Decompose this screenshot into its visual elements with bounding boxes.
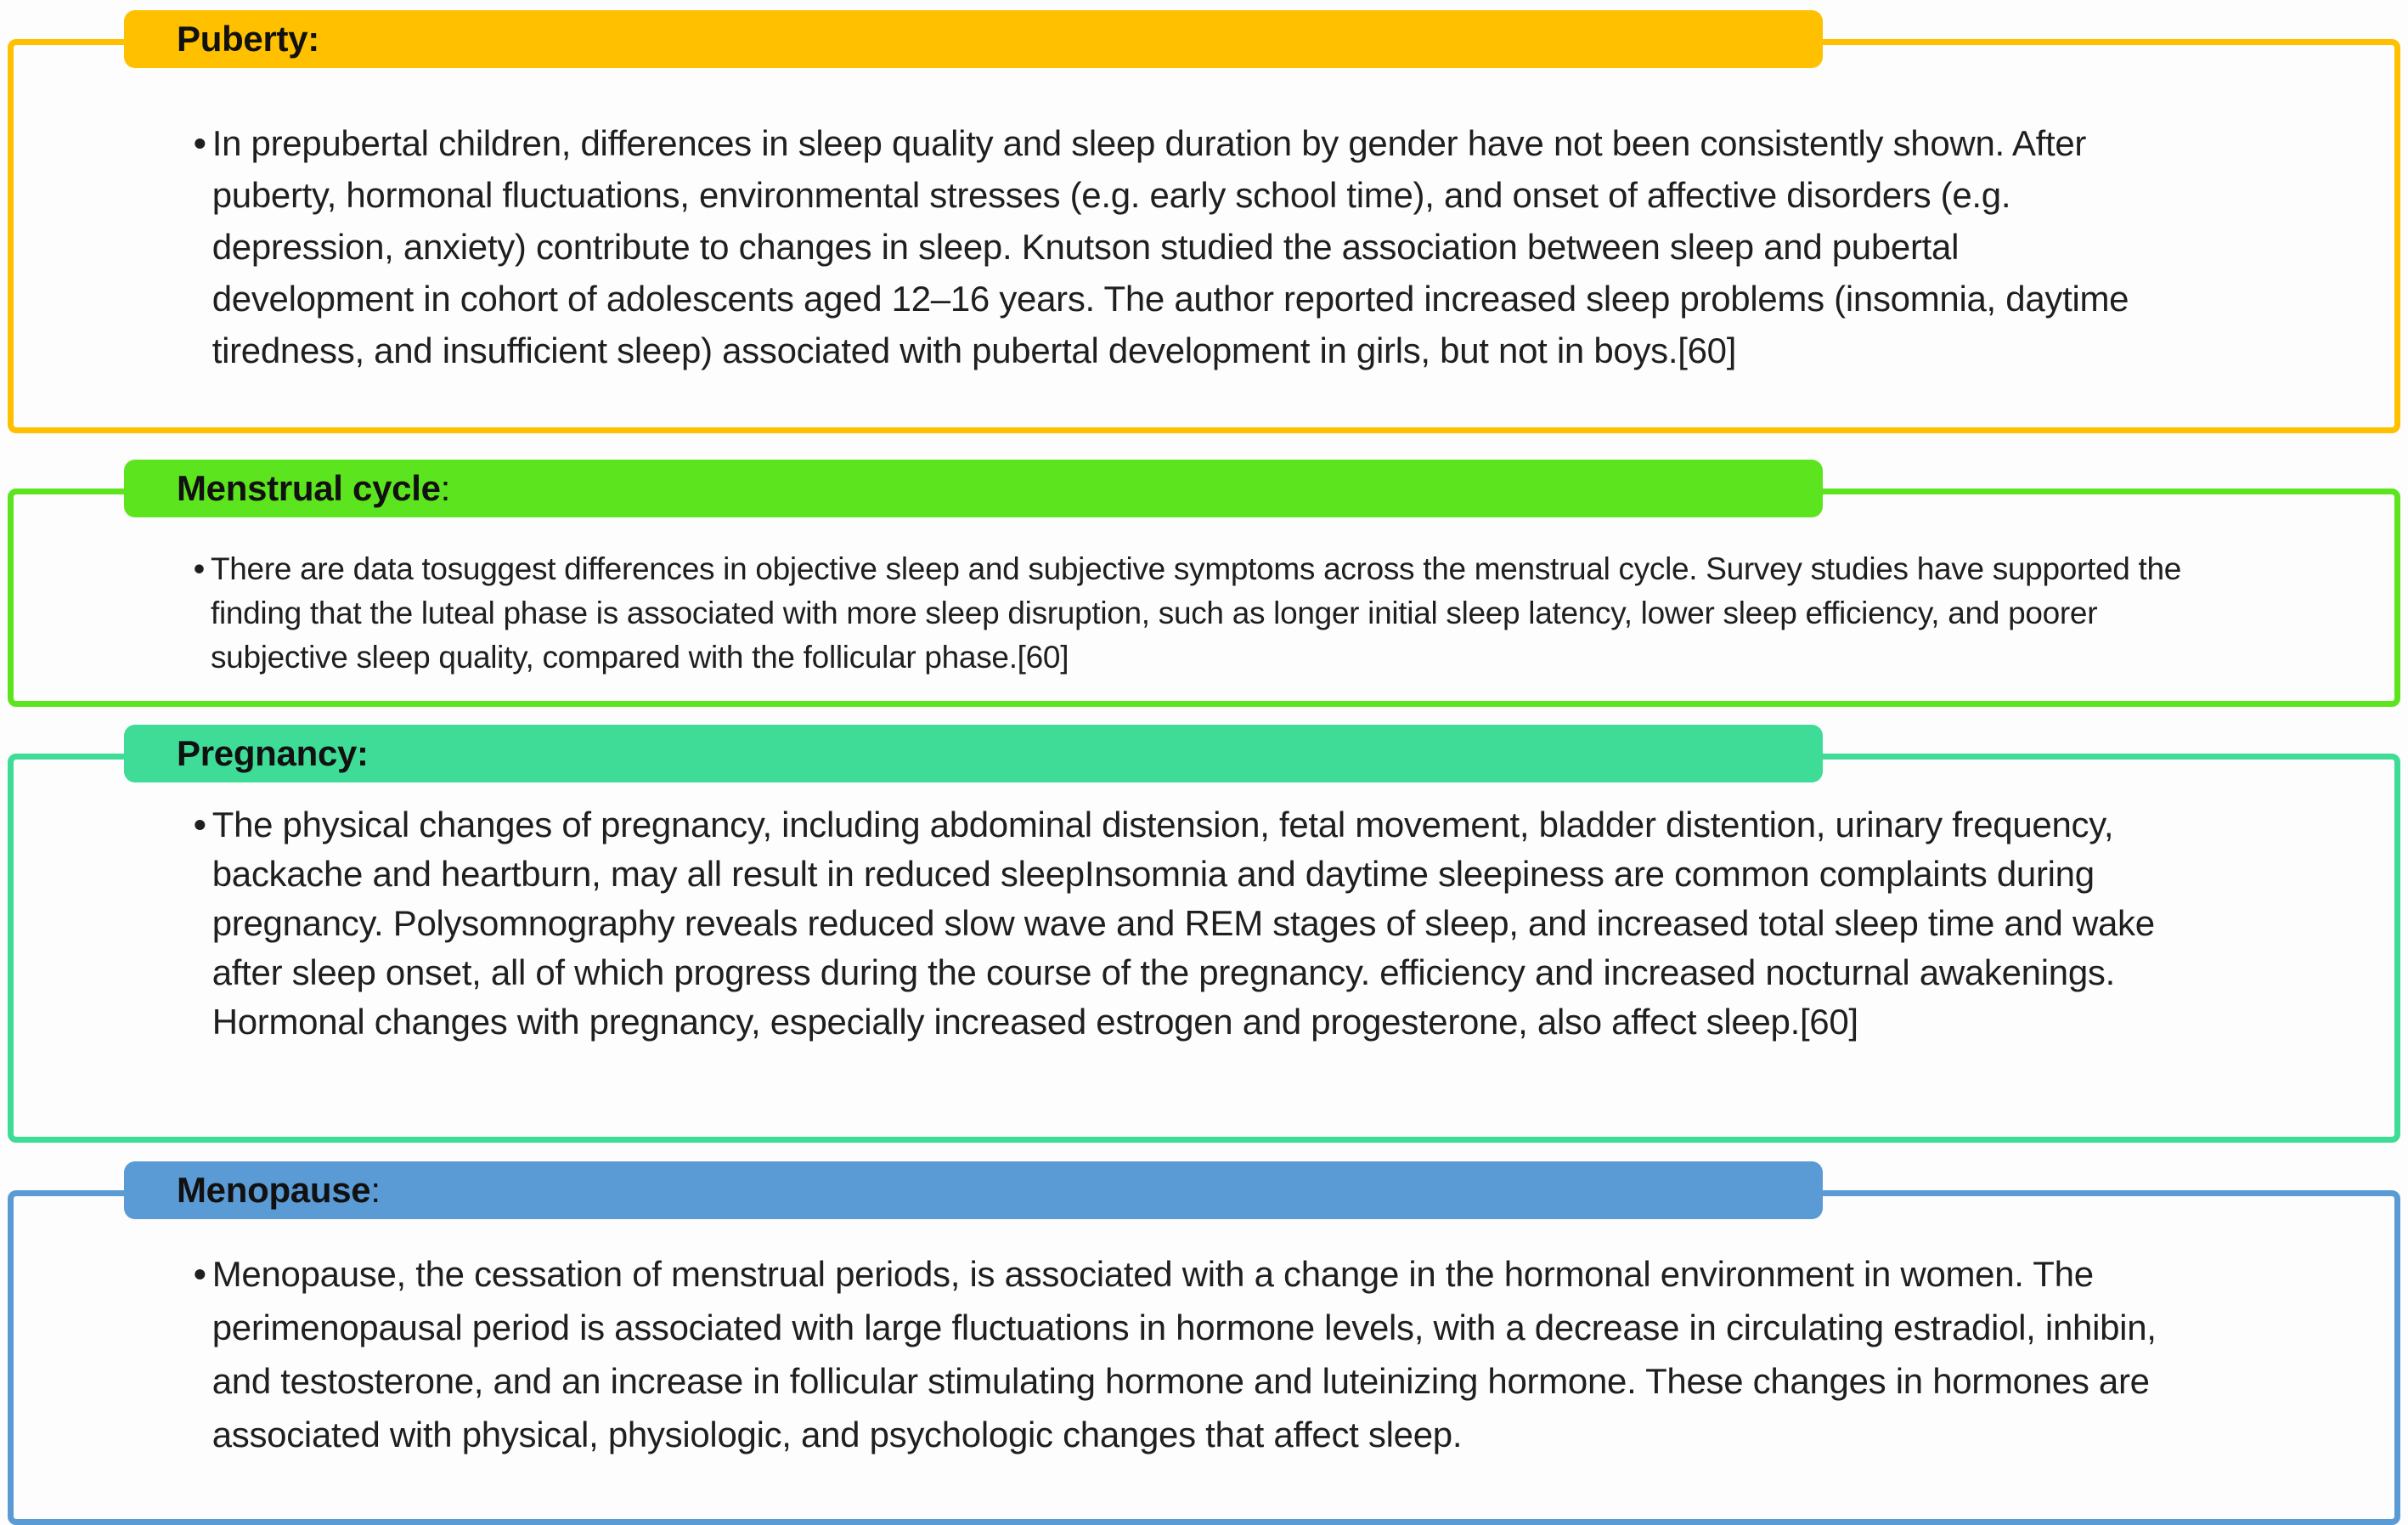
panel-puberty: Puberty: • In prepubertal children, diff… (0, 10, 2408, 433)
menstrual-cycle-header-colon: : (440, 468, 451, 508)
menstrual-cycle-bullet-item: • There are data tosuggest differences i… (194, 547, 2191, 679)
puberty-bullet-item: • In prepubertal children, differences i… (194, 118, 2167, 376)
menopause-header-label: Menopause (177, 1170, 371, 1210)
menopause-text: Menopause, the cessation of menstrual pe… (211, 1254, 2157, 1454)
bullet-icon: • (194, 551, 205, 586)
panel-menstrual-cycle: Menstrual cycle: • There are data tosugg… (0, 460, 2408, 707)
pregnancy-header: Pregnancy: (124, 725, 1823, 782)
bullet-icon: • (194, 123, 206, 163)
panel-menopause: Menopause: • Menopause, the cessation of… (0, 1161, 2408, 1525)
puberty-header: Puberty: (124, 10, 1823, 68)
puberty-text: In prepubertal children, differences in … (211, 123, 2129, 370)
bullet-icon: • (194, 1254, 206, 1294)
menstrual-cycle-header-label: Menstrual cycle (177, 468, 441, 508)
pregnancy-header-label: Pregnancy: (177, 733, 369, 773)
pregnancy-bullet-item: • The physical changes of pregnancy, inc… (194, 800, 2201, 1047)
panel-pregnancy: Pregnancy: • The physical changes of pre… (0, 725, 2408, 1143)
puberty-header-label: Puberty: (177, 19, 319, 59)
menopause-box: • Menopause, the cessation of menstrual … (8, 1190, 2400, 1525)
bullet-icon: • (194, 805, 206, 844)
menstrual-cycle-text: There are data tosuggest differences in … (210, 551, 2182, 675)
pregnancy-text: The physical changes of pregnancy, inclu… (211, 805, 2155, 1042)
menopause-bullet-item: • Menopause, the cessation of menstrual … (194, 1247, 2167, 1461)
menstrual-cycle-box: • There are data tosuggest differences i… (8, 489, 2400, 707)
menopause-header-colon: : (370, 1170, 381, 1210)
menstrual-cycle-header: Menstrual cycle: (124, 460, 1823, 517)
menopause-header: Menopause: (124, 1161, 1823, 1219)
puberty-box: • In prepubertal children, differences i… (8, 39, 2400, 433)
pregnancy-box: • The physical changes of pregnancy, inc… (8, 754, 2400, 1143)
